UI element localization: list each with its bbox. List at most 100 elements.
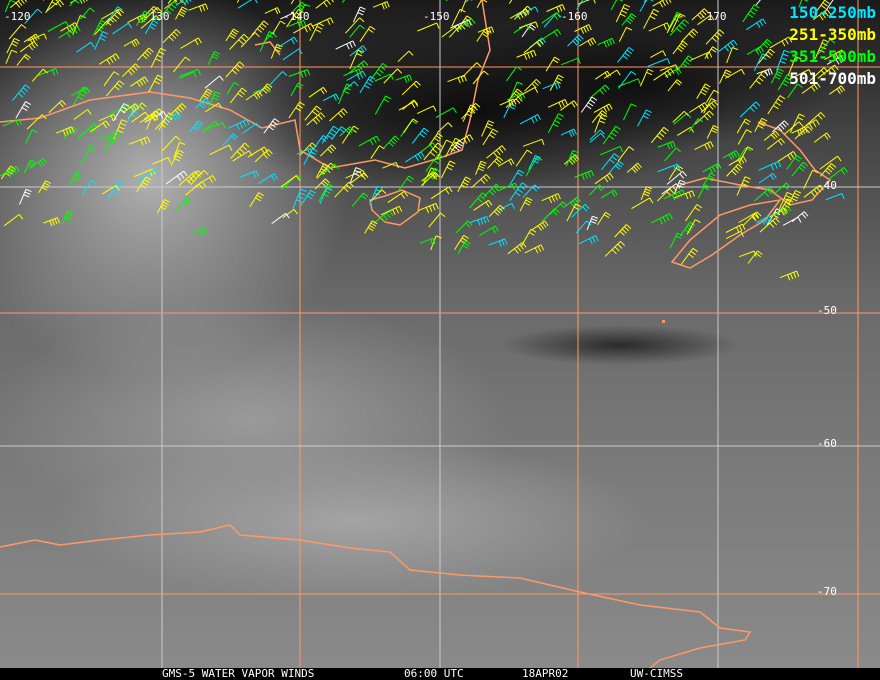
wind-barb xyxy=(417,202,439,214)
wind-barb xyxy=(524,78,541,92)
wind-barb xyxy=(726,163,743,177)
wind-barb xyxy=(694,141,714,151)
wind-barb xyxy=(601,153,620,171)
wind-barb xyxy=(738,212,760,223)
wind-barb xyxy=(73,109,92,120)
wind-barb xyxy=(225,28,239,42)
wind-barb xyxy=(626,162,642,174)
wind-barb xyxy=(383,135,400,149)
wind-barb xyxy=(488,204,505,217)
wind-barb xyxy=(488,238,508,247)
wind-barb xyxy=(539,28,562,42)
wind-barb xyxy=(829,85,846,95)
wind-barb xyxy=(430,235,442,250)
wind-barb xyxy=(334,181,354,198)
wind-barb xyxy=(303,148,318,166)
wind-barb xyxy=(402,99,419,110)
wind-barb xyxy=(754,117,768,132)
wind-barb xyxy=(472,70,489,85)
wind-barb xyxy=(648,22,671,32)
wind-barb xyxy=(574,170,595,181)
wind-barb xyxy=(825,193,845,201)
wind-barb xyxy=(8,24,27,40)
wind-barb xyxy=(672,40,688,55)
wind-barb xyxy=(639,0,654,12)
wind-barb xyxy=(447,74,467,84)
wind-barb xyxy=(204,75,224,89)
wind-barb xyxy=(754,186,775,202)
wind-barb xyxy=(704,46,718,59)
wind-barb xyxy=(703,98,717,114)
wind-barb xyxy=(123,38,140,48)
wind-barb xyxy=(483,183,501,198)
wind-barb xyxy=(185,181,207,196)
wind-barb xyxy=(652,0,672,8)
wind-barb xyxy=(680,28,699,43)
wind-barb xyxy=(251,20,269,36)
wind-barb xyxy=(742,211,762,226)
wind-barb xyxy=(722,150,740,160)
wind-barb xyxy=(481,120,495,137)
wind-barb xyxy=(411,127,430,144)
footer-bar: GMS-5 WATER VAPOR WINDS 06:00 UTC 18APR0… xyxy=(0,668,880,680)
wind-barb xyxy=(77,123,99,140)
coastline xyxy=(0,524,752,668)
wind-barb xyxy=(259,31,275,52)
footer-date: 18APR02 xyxy=(522,667,569,680)
wind-barb xyxy=(542,82,561,90)
wind-barb xyxy=(454,234,470,250)
lat-label: -70 xyxy=(817,585,837,598)
wind-barb xyxy=(591,110,608,124)
wind-barb xyxy=(29,158,48,169)
wind-barb xyxy=(686,219,701,235)
wind-barb xyxy=(702,172,716,188)
wind-barb xyxy=(470,216,490,226)
wind-barb xyxy=(341,0,346,3)
wind-barb xyxy=(144,17,161,35)
wind-barb xyxy=(736,118,751,134)
wind-barb xyxy=(311,17,334,27)
wind-barb xyxy=(753,53,769,72)
wind-barb xyxy=(726,47,739,64)
wind-barb xyxy=(343,68,362,77)
wind-barb xyxy=(421,171,438,182)
wind-barb xyxy=(610,0,623,11)
wind-barb xyxy=(58,25,81,39)
wind-barb xyxy=(46,0,65,12)
wind-barb xyxy=(374,95,392,115)
wind-barb xyxy=(631,197,654,210)
wind-barb xyxy=(700,100,719,113)
wind-barb xyxy=(522,138,545,147)
wind-barb xyxy=(597,211,611,226)
coastline xyxy=(369,189,421,226)
wind-barb xyxy=(296,147,313,156)
wind-barb xyxy=(359,25,376,42)
wind-barb xyxy=(814,0,830,15)
wind-barb xyxy=(603,69,621,79)
wind-barb xyxy=(144,110,167,123)
wind-barb xyxy=(445,137,461,158)
wind-barb xyxy=(803,169,819,190)
wind-barb xyxy=(308,86,328,98)
wind-barb xyxy=(98,53,120,65)
wind-barb xyxy=(766,138,785,150)
wind-barb xyxy=(653,68,675,81)
wind-barb xyxy=(435,107,457,119)
wind-barb xyxy=(688,118,704,132)
lon-label: -150 xyxy=(423,10,450,23)
wind-barb xyxy=(98,113,117,122)
wind-barb xyxy=(486,145,507,159)
wind-barb xyxy=(19,41,39,53)
wind-barb xyxy=(650,126,669,144)
wind-barb xyxy=(178,171,200,186)
wind-barb xyxy=(460,0,473,13)
wind-barb xyxy=(749,70,769,89)
wind-barb xyxy=(766,208,783,226)
wind-barb xyxy=(600,145,624,156)
wind-barb xyxy=(48,100,67,114)
wind-barb xyxy=(659,64,679,72)
wind-barb xyxy=(475,160,487,175)
wind-barb xyxy=(787,56,802,76)
wind-barb xyxy=(345,17,365,34)
wind-barb xyxy=(183,0,188,5)
